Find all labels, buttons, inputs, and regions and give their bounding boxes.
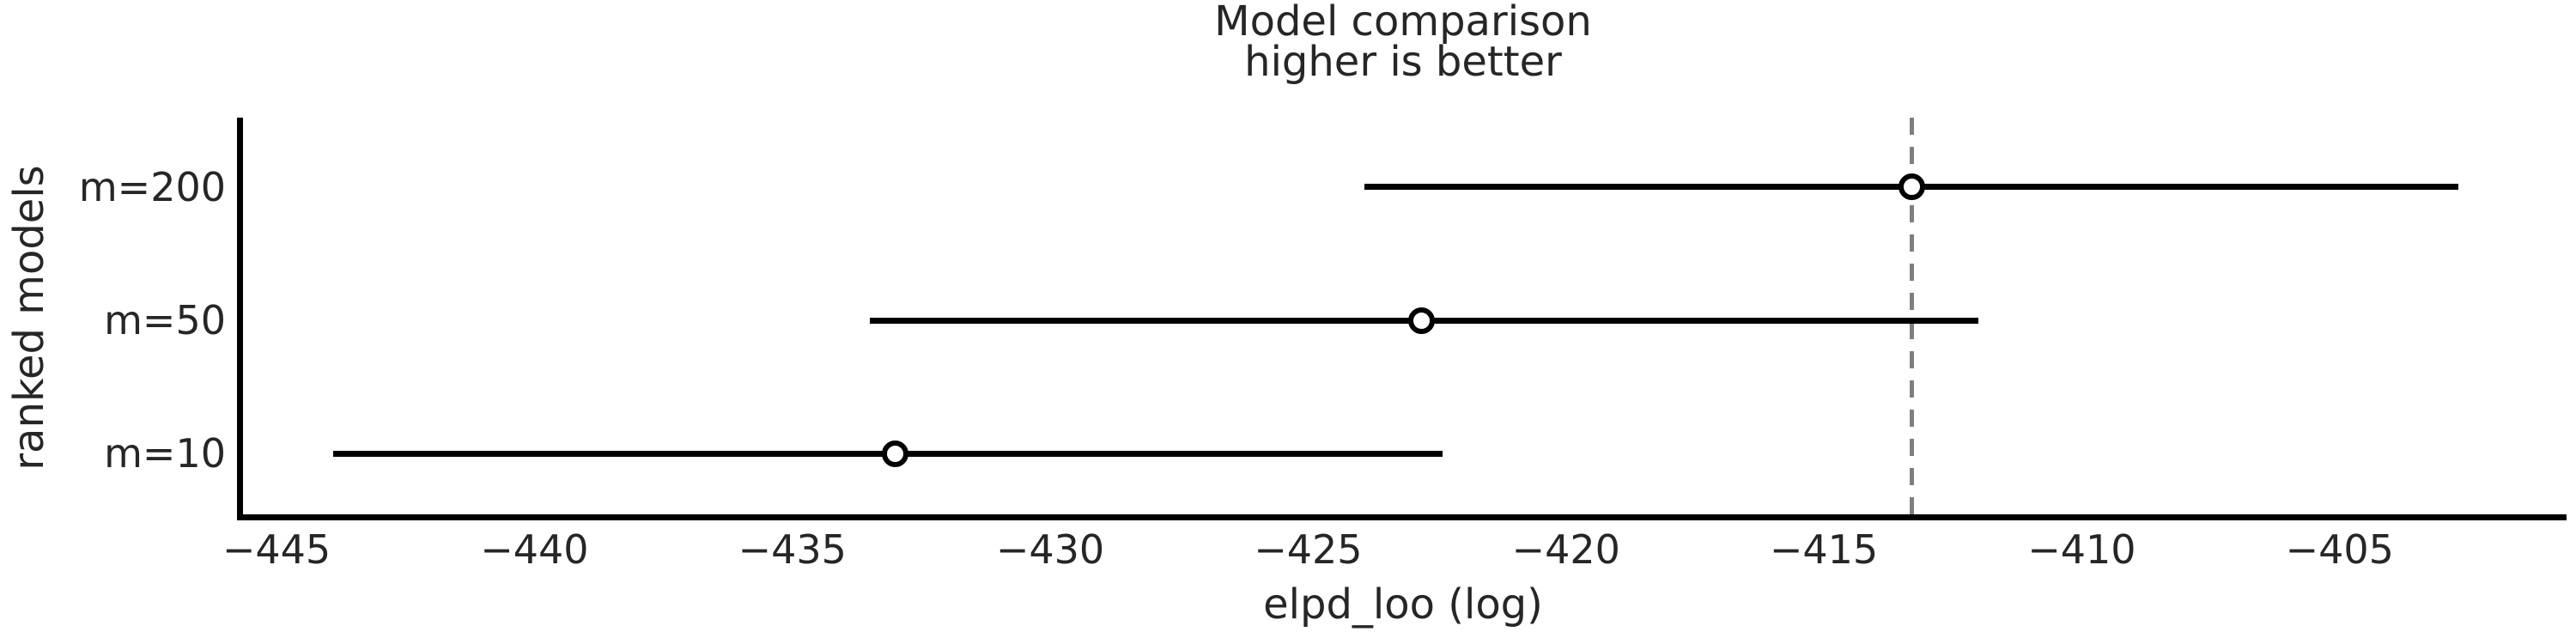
point-marker (1898, 173, 1925, 201)
x-tick-label: −405 (2285, 526, 2394, 573)
reference-line (1909, 118, 1914, 514)
x-axis-label: elpd_loo (log) (1263, 580, 1543, 629)
x-tick-label: −420 (1511, 526, 1620, 573)
x-tick-label: −435 (738, 526, 847, 573)
x-tick-label: −440 (480, 526, 589, 573)
x-tick-label: −425 (1254, 526, 1363, 573)
x-tick-label: −445 (222, 526, 331, 573)
x-tick-label: −410 (2027, 526, 2136, 573)
point-marker (882, 440, 909, 467)
y-tick-label: m=200 (78, 163, 226, 210)
point-marker (1408, 307, 1436, 334)
chart-title-line2: higher is better (1244, 38, 1562, 86)
x-tick-label: −430 (995, 526, 1105, 573)
chart-title-line1: Model comparison (1214, 0, 1592, 46)
left-spine (237, 118, 243, 520)
x-tick-label: −415 (1769, 526, 1879, 573)
y-tick-label: m=10 (104, 430, 226, 477)
y-tick-label: m=50 (104, 297, 226, 343)
bottom-spine (237, 514, 2567, 520)
chart-title: Model comparison higher is better (1214, 0, 1592, 86)
